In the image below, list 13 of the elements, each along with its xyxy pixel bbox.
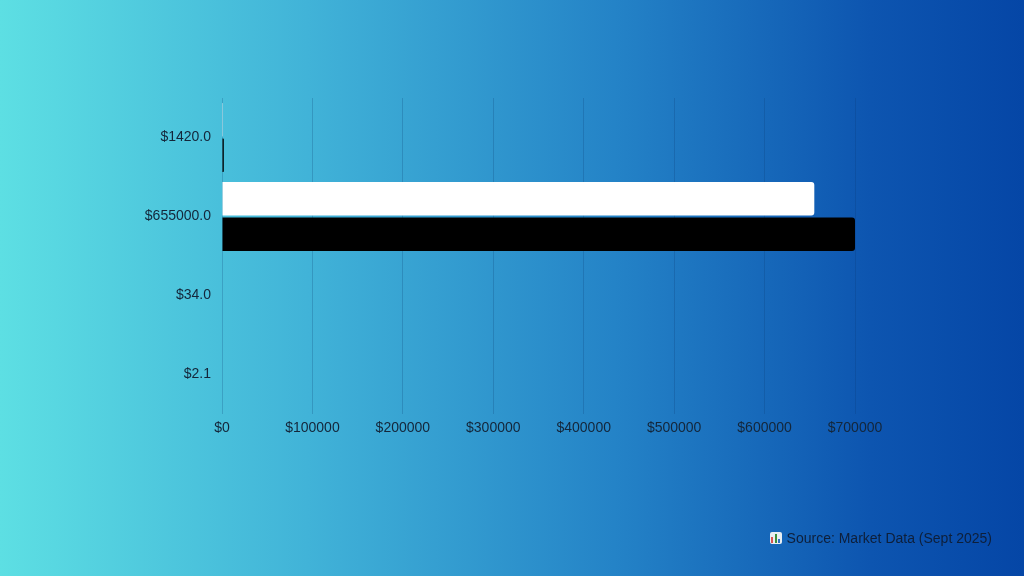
y-tick-label: $34.0 [175, 286, 212, 303]
x-tick-label: $100000 [285, 419, 340, 436]
x-tick-label: $0 [214, 419, 230, 436]
x-tick-label: $300000 [466, 419, 521, 436]
y-tick-label: $1420.0 [160, 128, 212, 145]
x-tick-label: $200000 [375, 419, 431, 436]
x-tick-label: $700000 [827, 419, 883, 436]
x-tick-label: $600000 [737, 419, 793, 436]
source-note: Source: Market Data (Sept 2025) [786, 530, 992, 546]
y-tick-label: $655000.0 [144, 207, 212, 224]
y-tick-label: $2.1 [183, 365, 212, 382]
x-tick-label: $400000 [556, 419, 612, 436]
x-tick-label: $500000 [646, 419, 702, 436]
